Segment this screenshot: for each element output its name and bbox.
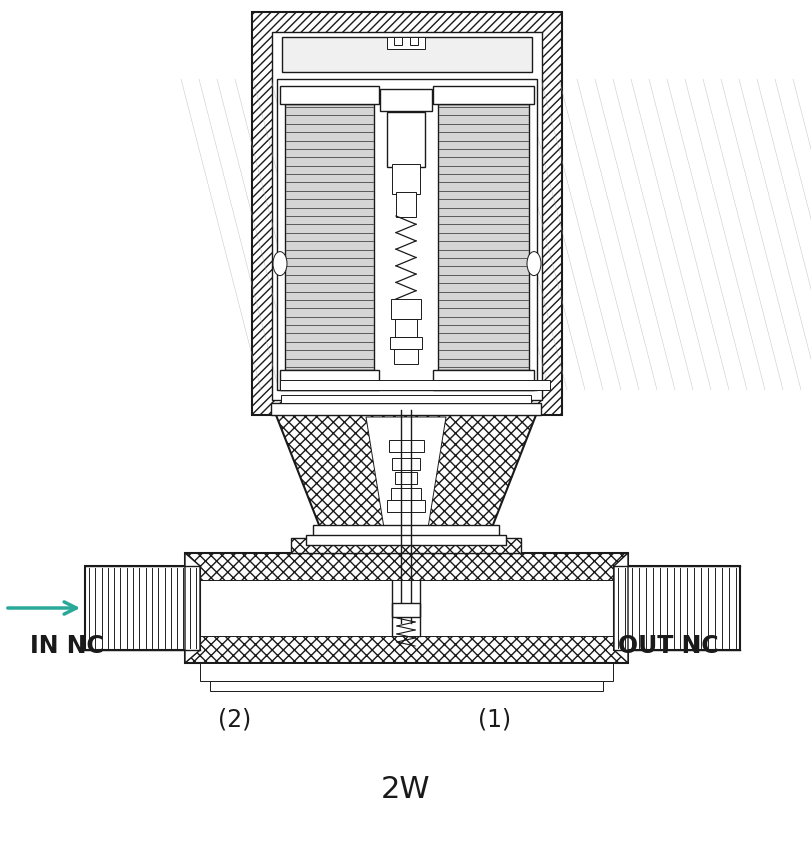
- Polygon shape: [185, 636, 200, 663]
- Polygon shape: [366, 417, 445, 528]
- Bar: [280, 370, 379, 390]
- Bar: [389, 337, 422, 349]
- Bar: [391, 488, 420, 500]
- Polygon shape: [613, 636, 627, 663]
- Polygon shape: [613, 553, 627, 580]
- Bar: [387, 37, 424, 49]
- Bar: [394, 472, 417, 484]
- Bar: [613, 566, 739, 650]
- Bar: [394, 319, 417, 337]
- Bar: [393, 349, 418, 364]
- Bar: [388, 440, 423, 452]
- Bar: [320, 530, 491, 553]
- Bar: [387, 112, 424, 167]
- Polygon shape: [185, 553, 200, 663]
- Bar: [432, 86, 534, 104]
- Text: (2): (2): [218, 708, 251, 732]
- Bar: [280, 86, 379, 104]
- Text: IN NC: IN NC: [30, 634, 104, 658]
- Bar: [410, 37, 418, 45]
- Bar: [281, 395, 530, 403]
- Polygon shape: [276, 415, 535, 530]
- Polygon shape: [613, 553, 627, 663]
- Bar: [306, 535, 505, 545]
- Bar: [251, 12, 561, 415]
- Text: OUT NC: OUT NC: [617, 634, 718, 658]
- Bar: [387, 500, 424, 512]
- Bar: [396, 192, 415, 217]
- Bar: [271, 403, 540, 415]
- Bar: [210, 681, 603, 691]
- Bar: [392, 458, 419, 470]
- Polygon shape: [185, 553, 200, 580]
- Bar: [281, 37, 531, 72]
- Bar: [85, 566, 200, 650]
- Bar: [393, 37, 401, 45]
- Bar: [312, 525, 499, 537]
- Bar: [190, 580, 622, 636]
- Bar: [272, 32, 541, 400]
- Bar: [392, 603, 419, 617]
- Bar: [432, 370, 534, 390]
- Ellipse shape: [526, 251, 540, 276]
- Bar: [290, 538, 521, 553]
- Text: 2W: 2W: [381, 775, 430, 805]
- Bar: [437, 104, 528, 370]
- Ellipse shape: [272, 251, 286, 276]
- Bar: [392, 164, 419, 194]
- Bar: [380, 89, 431, 111]
- Bar: [280, 380, 549, 390]
- Bar: [200, 663, 612, 681]
- Bar: [391, 299, 420, 319]
- Bar: [277, 79, 536, 390]
- Bar: [285, 104, 374, 370]
- Text: (1): (1): [478, 708, 511, 732]
- Bar: [185, 553, 627, 663]
